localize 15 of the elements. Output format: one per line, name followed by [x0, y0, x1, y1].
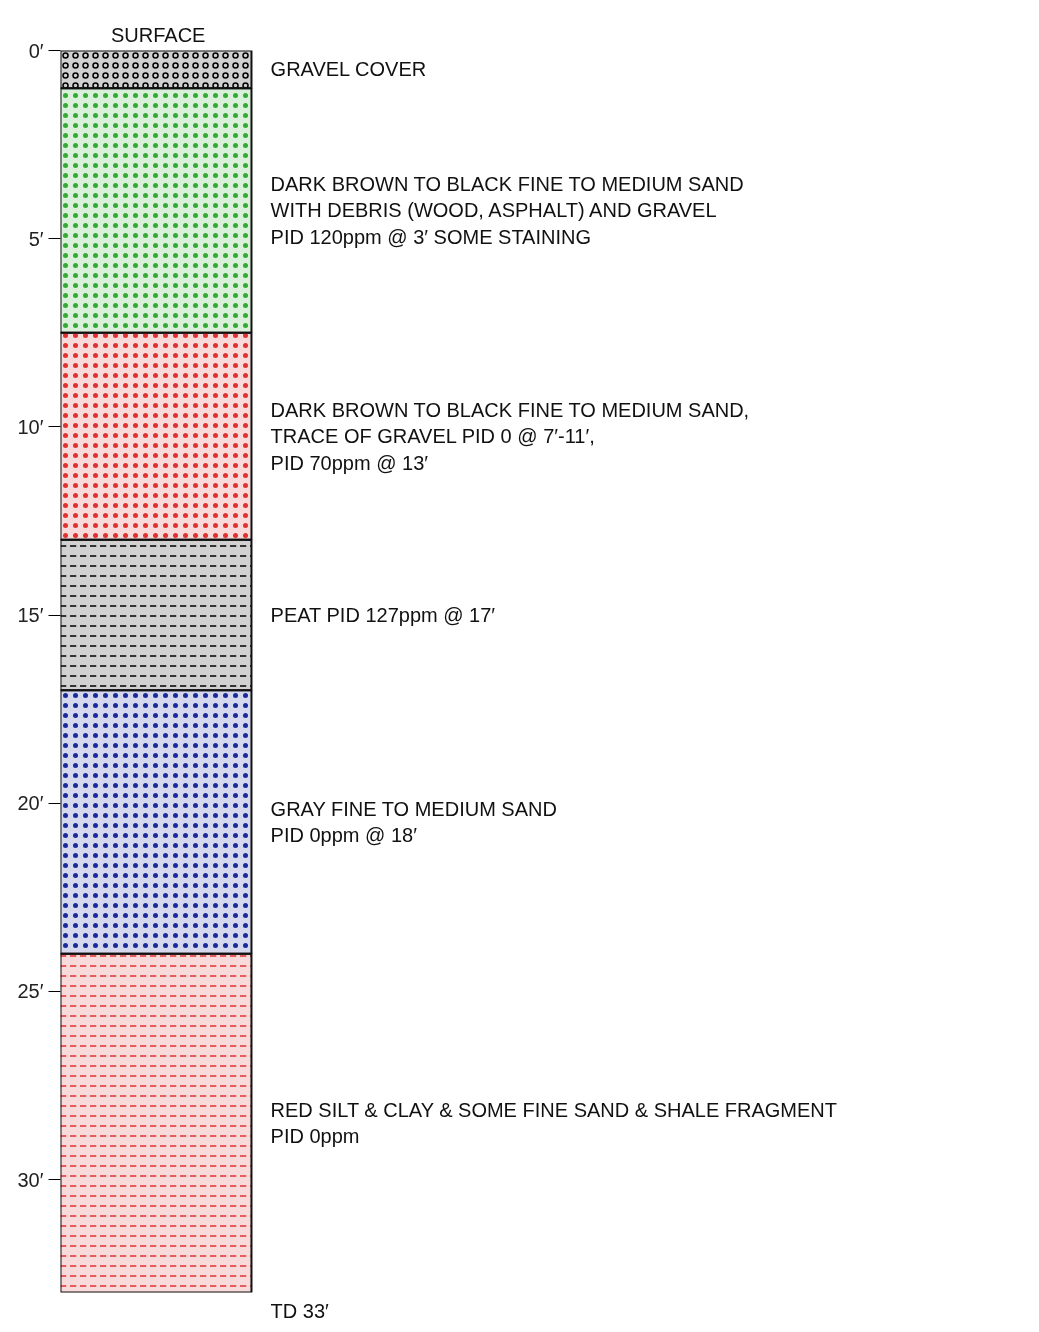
y-tick-label: 0′	[28, 39, 44, 62]
chart-title: SURFACE	[110, 23, 206, 46]
series-label: DARK BROWN TO BLACK FINE TO MEDIUM SAND WITH DEBRIS (WOOD, ASPHALT) AND GRAVEL PID 120ppm @ 3′ SOME STAINING	[270, 173, 744, 248]
y-tick-label: 15′	[17, 604, 44, 627]
y-tick-label: 5′	[28, 227, 44, 250]
series-label: GRAY FINE TO MEDIUM SAND PID 0ppm @ 18′	[270, 797, 557, 847]
series-label: DARK BROWN TO BLACK FINE TO MEDIUM SAND, TRACE OF GRAVEL PID 0 @ 7′-11′, PID 70ppm @ 13′	[270, 398, 750, 474]
y-tick-label: 30′	[17, 1168, 44, 1191]
y-tick-label: 25′	[17, 980, 44, 1003]
y-tick-label: 20′	[17, 792, 44, 815]
series-label: RED SILT & CLAY & SOME FINE SAND & SHALE FRAGMENT PID 0ppm	[270, 1098, 838, 1148]
text: TD 33′	[270, 1299, 330, 1322]
series-label: PEAT PID 127ppm @ 17′	[270, 604, 496, 627]
series-label: GRAVEL COVER	[270, 58, 427, 81]
y-tick-label: 10′	[17, 415, 44, 438]
